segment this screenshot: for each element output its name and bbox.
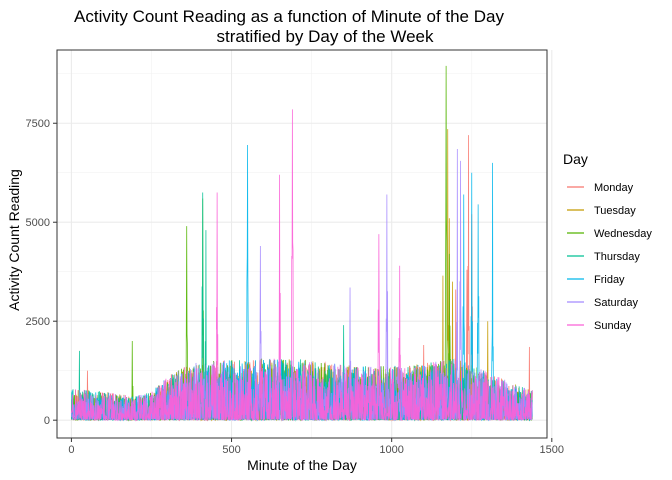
chart-title-line2: stratified by Day of the Week (216, 27, 434, 46)
panel-border (56, 49, 548, 439)
y-axis-title: Activity Count Reading (6, 169, 22, 311)
chart-title-line1: Activity Count Reading as a function of … (74, 7, 504, 26)
y-axis: 0 2500 5000 7500 (26, 118, 57, 427)
legend-label-thursday: Thursday (594, 251, 640, 263)
y-tick-label: 7500 (26, 118, 50, 130)
x-tick-label: 1000 (379, 444, 403, 456)
legend-label-monday: Monday (594, 182, 634, 194)
x-axis-title: Minute of the Day (247, 457, 357, 473)
y-tick-label: 2500 (26, 316, 50, 328)
x-tick-label: 0 (68, 444, 74, 456)
legend-label-saturday: Saturday (594, 297, 639, 309)
legend: Day Monday Tuesday Wednesday Thursday Friday… (563, 151, 652, 332)
legend-title: Day (563, 151, 588, 167)
legend-label-friday: Friday (594, 274, 625, 286)
legend-label-wednesday: Wednesday (594, 228, 652, 240)
x-tick-label: 500 (222, 444, 240, 456)
series-lines (71, 65, 533, 422)
y-tick-label: 5000 (26, 217, 50, 229)
legend-label-sunday: Sunday (594, 320, 632, 332)
x-tick-label: 1500 (540, 444, 564, 456)
y-tick-label: 0 (44, 415, 50, 427)
legend-label-tuesday: Tuesday (594, 205, 636, 217)
series-line-sunday (71, 109, 533, 422)
x-axis: 0 500 1000 1500 (68, 438, 564, 456)
plot-panel (56, 49, 553, 439)
